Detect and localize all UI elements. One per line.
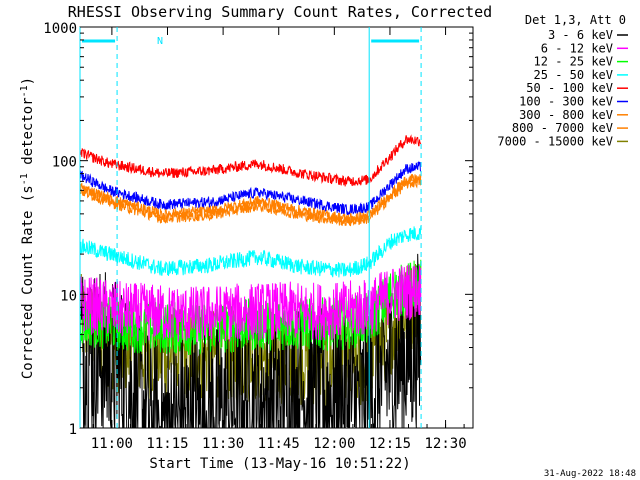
y-tick-label-0: 1000 xyxy=(43,21,77,37)
legend-title: Det 1,3, Att 0 xyxy=(525,13,626,27)
legend-label-3: 25 - 50 keV xyxy=(534,68,613,82)
y-axis-ticks: 1000 100 10 1 xyxy=(43,21,473,438)
y-axis-label: Corrected Count Rate (s-1 detector-1) xyxy=(19,77,36,379)
legend-label-0: 3 - 6 keV xyxy=(548,28,613,42)
series-line-4 xyxy=(79,134,422,187)
legend-label-8: 7000 - 15000 keV xyxy=(497,134,613,148)
x-tick-label-6: 12:30 xyxy=(424,436,466,452)
series-line-0 xyxy=(79,253,422,429)
series-line-3 xyxy=(79,226,422,278)
plot-area xyxy=(79,26,474,429)
legend-label-1: 6 - 12 keV xyxy=(541,41,613,55)
legend-label-5: 100 - 300 keV xyxy=(519,95,613,109)
legend-label-2: 12 - 25 keV xyxy=(534,55,613,69)
series-line-6 xyxy=(79,174,422,223)
x-tick-label-0: 11:00 xyxy=(91,436,133,452)
saa-layer xyxy=(79,27,422,428)
x-axis-ticks: 11:00 11:15 11:30 11:45 12:00 12:15 12:30 xyxy=(91,27,467,452)
night-marker-label: N xyxy=(157,36,163,47)
x-tick-label-1: 11:15 xyxy=(146,436,188,452)
legend-label-6: 300 - 800 keV xyxy=(519,108,613,122)
series-layer xyxy=(79,134,422,429)
y-tick-label-3: 1 xyxy=(69,422,77,438)
y-tick-label-2: 10 xyxy=(60,288,77,304)
series-line-1 xyxy=(79,265,422,343)
series-line-5 xyxy=(79,160,422,215)
legend-label-4: 50 - 100 keV xyxy=(526,81,613,95)
x-tick-label-3: 11:45 xyxy=(258,436,300,452)
x-tick-label-5: 12:15 xyxy=(369,436,411,452)
chart-title: RHESSI Observing Summary Count Rates, Co… xyxy=(68,3,492,21)
x-axis-label: Start Time (13-May-16 10:51:22) xyxy=(149,456,410,472)
x-tick-label-2: 11:30 xyxy=(202,436,244,452)
x-tick-label-4: 12:00 xyxy=(313,436,355,452)
legend-label-7: 800 - 7000 keV xyxy=(512,121,613,135)
timestamp: 31-Aug-2022 18:48 xyxy=(544,469,636,479)
y-tick-label-1: 100 xyxy=(52,155,77,171)
